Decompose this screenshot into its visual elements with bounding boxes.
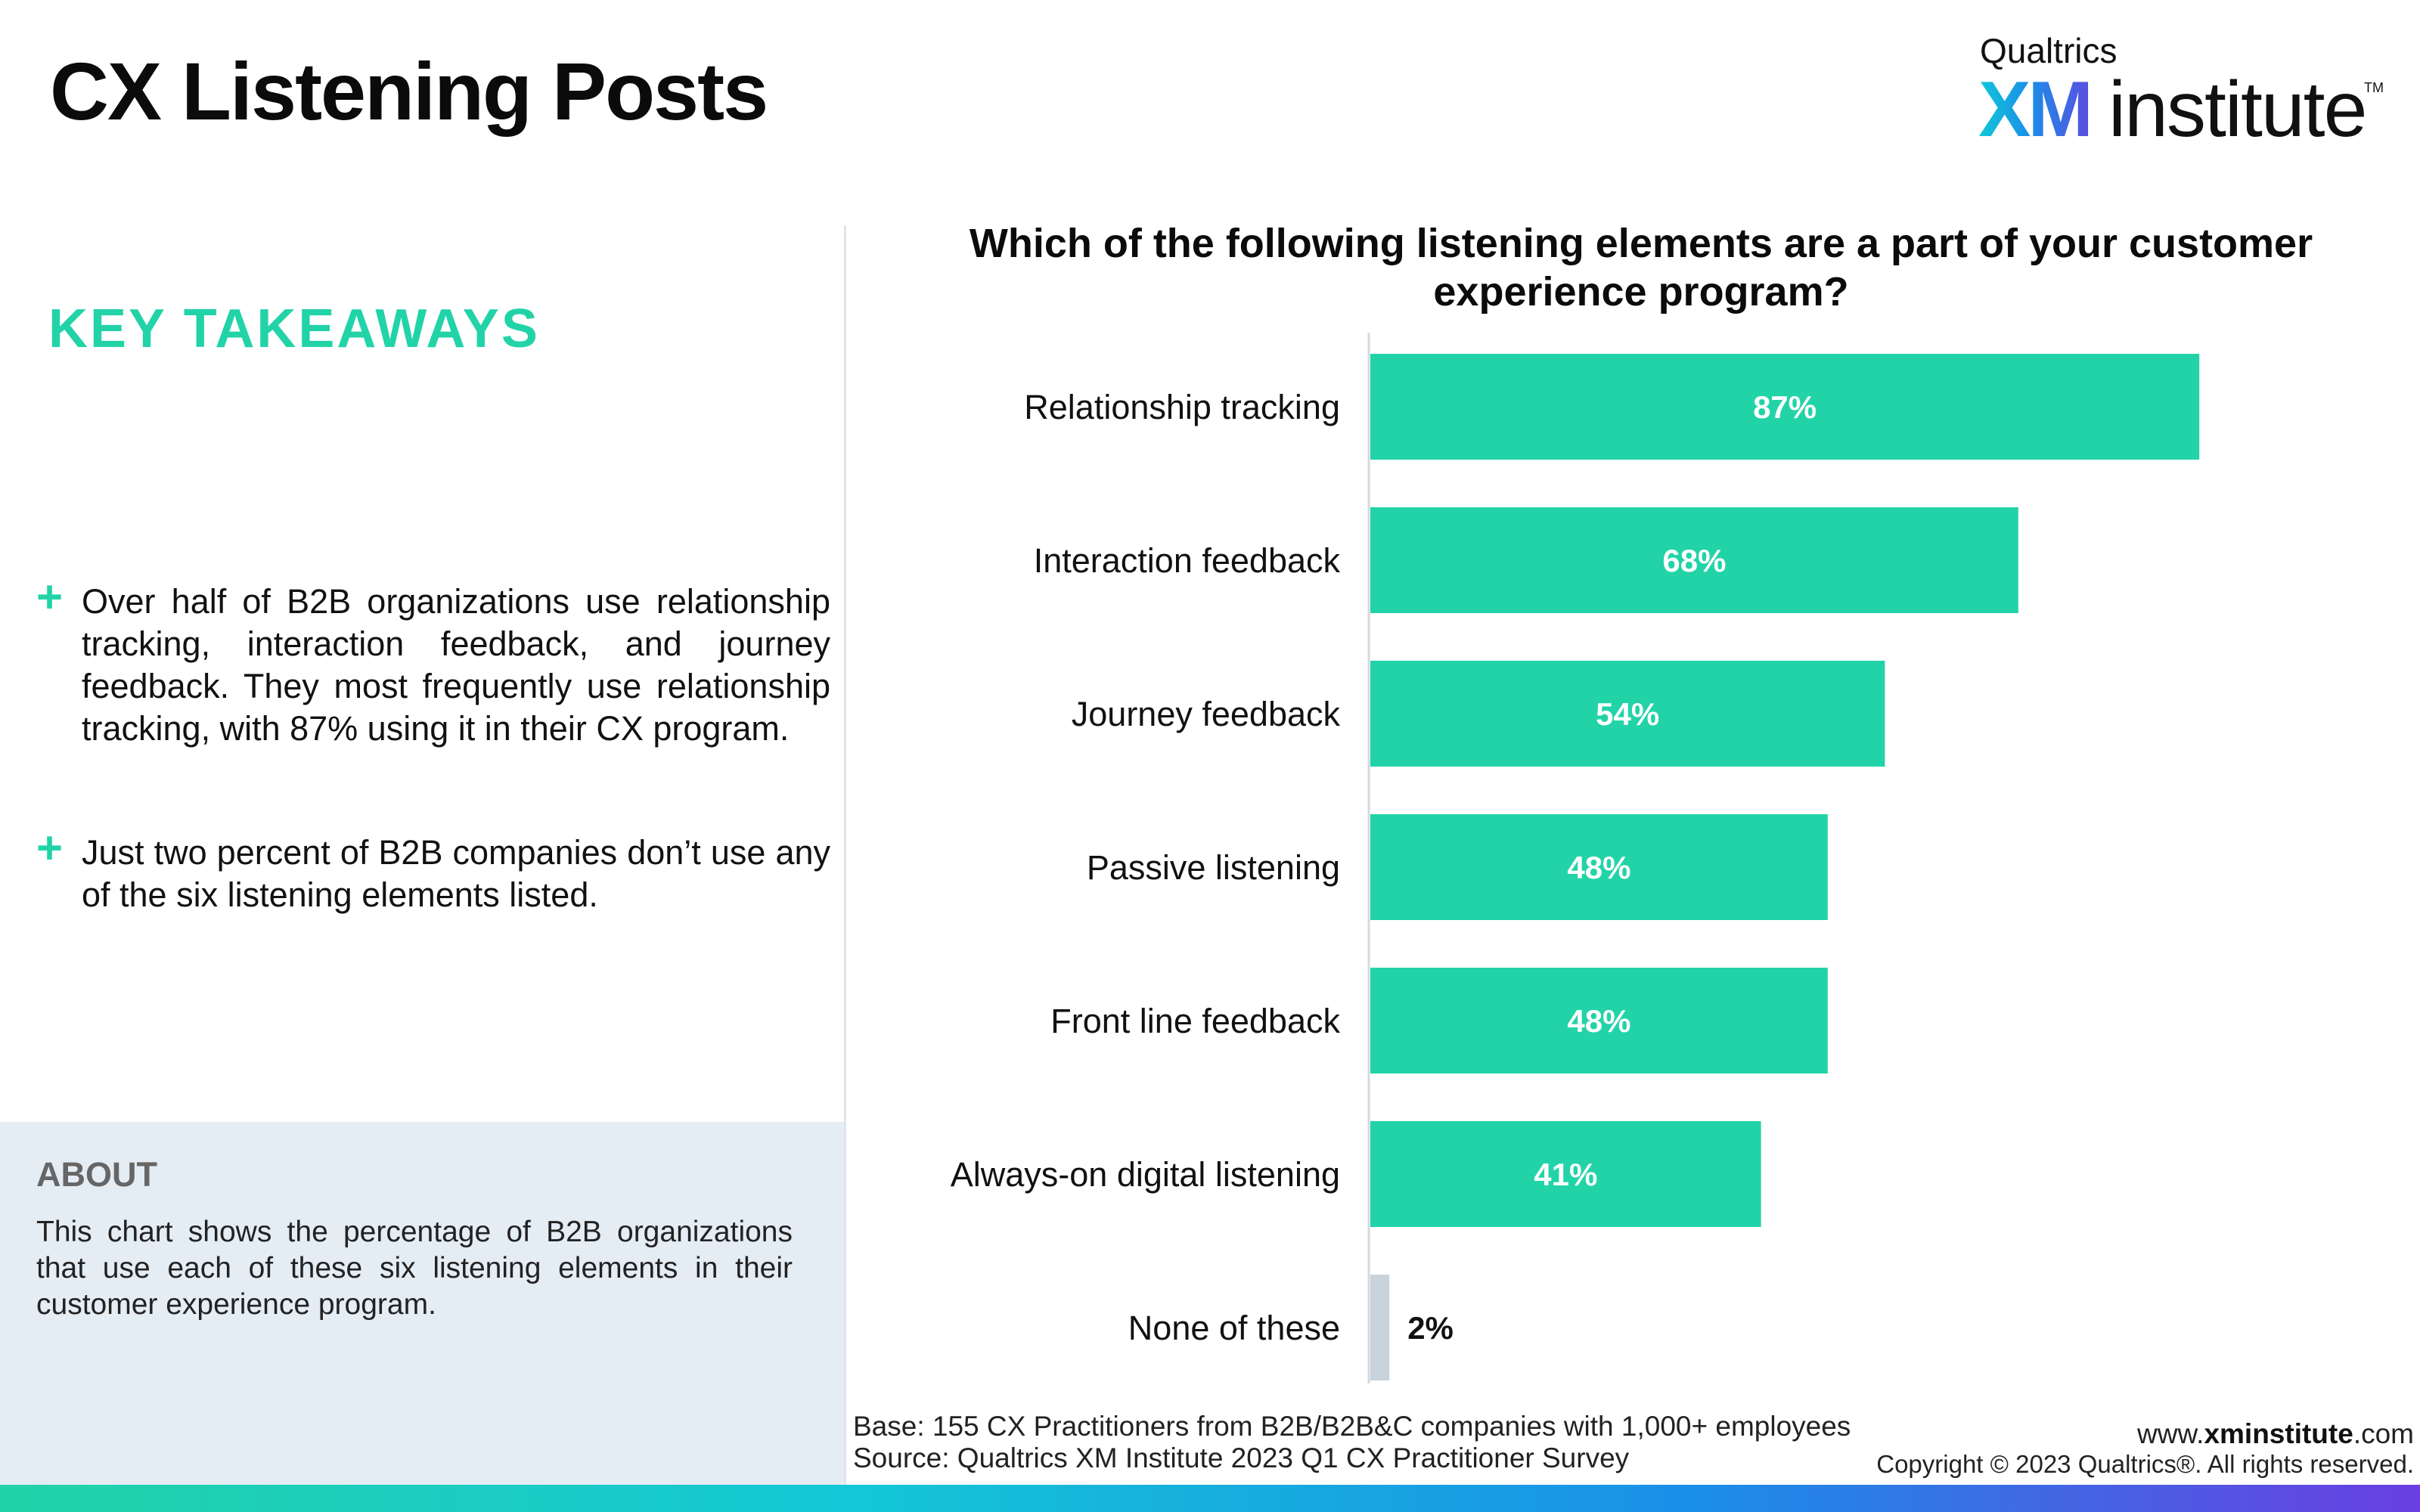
bar xyxy=(1370,354,2200,460)
chart-footnote: Base: 155 CX Practitioners from B2B/B2B&… xyxy=(853,1411,1851,1474)
data-label: 41% xyxy=(1534,1157,1597,1192)
about-panel: ABOUT This chart shows the percentage of… xyxy=(0,1122,844,1485)
about-heading: ABOUT xyxy=(36,1155,157,1194)
logo-trademark: TM xyxy=(2364,80,2384,95)
bar xyxy=(1370,814,1828,920)
bottom-gradient-bar xyxy=(0,1485,2420,1512)
plus-icon: + xyxy=(36,823,64,873)
bar xyxy=(1370,507,2018,613)
data-label: 54% xyxy=(1596,696,1659,732)
category-label: Interaction feedback xyxy=(1034,541,1341,580)
category-label: Front line feedback xyxy=(1050,1002,1340,1040)
base-note: Base: 155 CX Practitioners from B2B/B2B&… xyxy=(853,1411,1851,1442)
bar xyxy=(1370,1121,1761,1227)
bar xyxy=(1370,968,1828,1074)
site-url[interactable]: www.xminstitute.com xyxy=(2137,1418,2414,1450)
category-label: Always-on digital listening xyxy=(951,1155,1340,1194)
copyright: Copyright © 2023 Qualtrics®. All rights … xyxy=(1876,1450,2414,1478)
data-label: 48% xyxy=(1567,850,1630,885)
data-label: 68% xyxy=(1662,543,1726,578)
source-note: Source: Qualtrics XM Institute 2023 Q1 C… xyxy=(853,1442,1630,1473)
xm-institute-logo: Qualtrics XM institute TM xyxy=(1978,30,2384,153)
data-label: 87% xyxy=(1753,389,1817,425)
logo-xm: XM xyxy=(1978,66,2093,153)
data-label: 2% xyxy=(1407,1310,1454,1346)
category-label: Relationship tracking xyxy=(1024,388,1340,426)
bar-chart: Relationship tracking 87% Interaction feed… xyxy=(951,333,2200,1383)
panel-divider xyxy=(844,225,846,1485)
url-domain: xminstitute xyxy=(2204,1418,2353,1449)
bar xyxy=(1370,1275,1390,1380)
plus-icon: + xyxy=(36,572,64,622)
category-label: None of these xyxy=(1128,1309,1340,1347)
category-label: Journey feedback xyxy=(1072,695,1341,733)
logo-brand: Qualtrics xyxy=(1980,31,2118,70)
url-suffix: .com xyxy=(2353,1418,2414,1449)
bar xyxy=(1370,661,1885,767)
takeaway-text: Over half of B2B organizations use relat… xyxy=(82,582,830,748)
takeaway-text: Just two percent of B2B companies don’t … xyxy=(82,833,830,914)
category-label: Passive listening xyxy=(1087,848,1340,887)
data-label: 48% xyxy=(1567,1003,1630,1039)
chart-title: Which of the following listening element… xyxy=(969,221,2313,314)
logo-institute: institute xyxy=(2108,66,2367,153)
url-prefix: www. xyxy=(2137,1418,2204,1449)
about-text: This chart shows the percentage of B2B o… xyxy=(36,1216,793,1321)
page-title: CX Listening Posts xyxy=(50,45,768,137)
key-takeaways-heading: KEY TAKEAWAYS xyxy=(48,299,540,359)
